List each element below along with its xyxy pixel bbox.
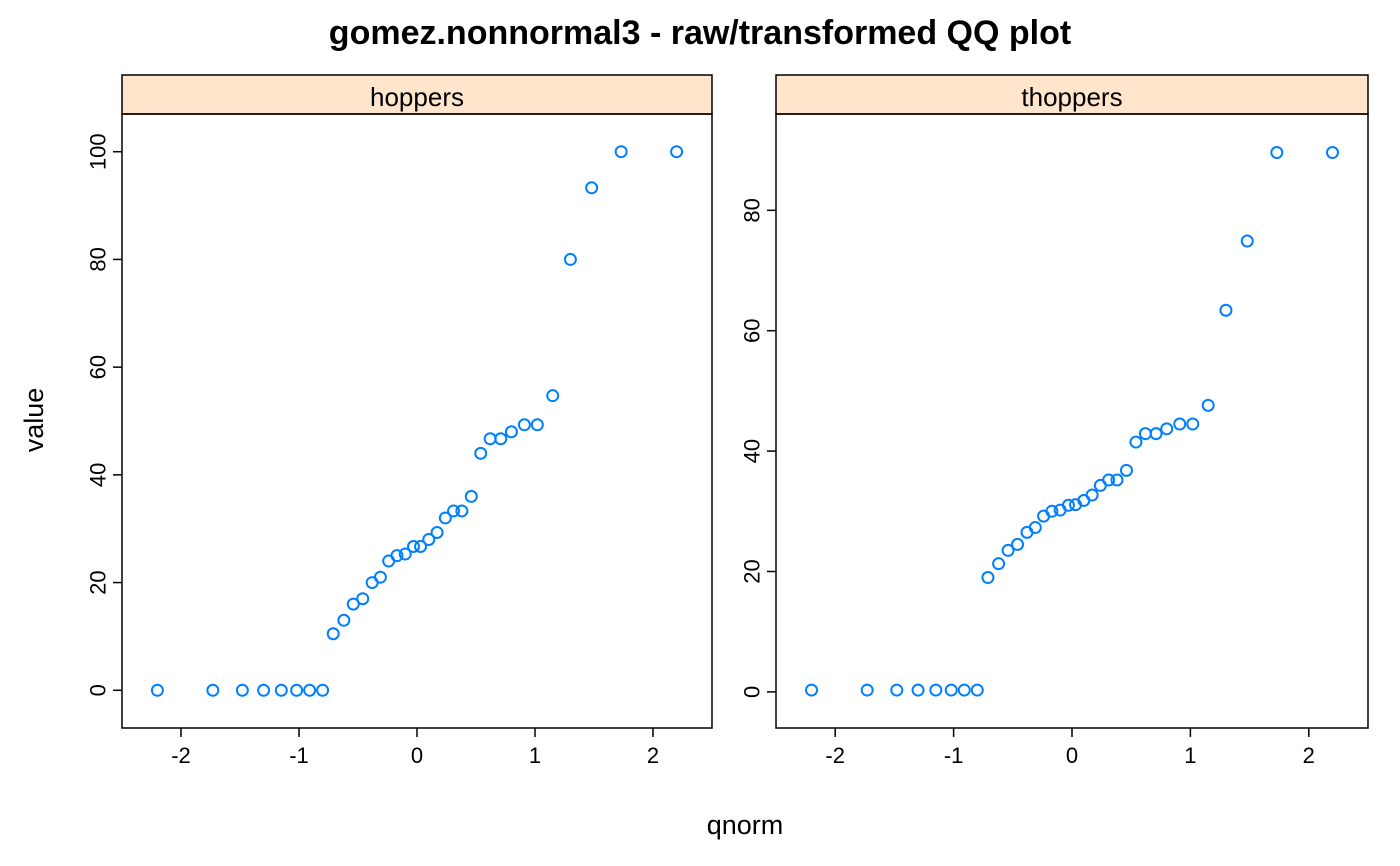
x-tick-label: -2	[825, 743, 845, 768]
data-point	[1149, 427, 1163, 441]
data-point	[970, 683, 984, 697]
strip-background	[121, 74, 713, 115]
data-point	[257, 683, 271, 697]
plot-frame	[121, 113, 713, 729]
y-axis-label: value	[19, 388, 49, 453]
strip-label: thoppers	[1021, 82, 1122, 112]
y-tick-label: 80	[740, 198, 765, 222]
data-point	[390, 549, 404, 563]
data-point	[406, 539, 420, 553]
data-point	[430, 525, 444, 539]
data-point	[1028, 521, 1042, 535]
chart-title: gomez.nonnormal3 - raw/transformed QQ pl…	[329, 14, 1071, 52]
y-tick-label: 0	[740, 686, 765, 698]
data-point	[563, 252, 577, 266]
data-point	[464, 489, 478, 503]
x-tick-label: 2	[647, 743, 659, 768]
data-point	[422, 532, 436, 546]
data-point	[957, 683, 971, 697]
data-point	[1160, 422, 1174, 436]
x-tick-label: 2	[1303, 743, 1315, 768]
data-point	[438, 511, 452, 525]
data-point	[235, 683, 249, 697]
data-point	[670, 145, 684, 159]
data-point	[206, 683, 220, 697]
x-tick-label: -2	[171, 743, 191, 768]
data-point	[303, 683, 317, 697]
data-point	[316, 683, 330, 697]
data-point	[1270, 146, 1284, 160]
data-point	[326, 627, 340, 641]
x-tick-label: -1	[944, 743, 964, 768]
y-tick-label: 60	[740, 318, 765, 342]
x-tick-label: 0	[411, 743, 423, 768]
data-point	[346, 597, 360, 611]
strip-background	[775, 74, 1369, 115]
x-tick-label: -1	[289, 743, 309, 768]
data-point	[1001, 543, 1015, 557]
data-point	[1061, 498, 1075, 512]
data-point	[585, 181, 599, 195]
data-point	[944, 683, 958, 697]
x-axis-label: qnorm	[707, 810, 784, 840]
data-point	[1129, 435, 1143, 449]
data-point	[981, 571, 995, 585]
data-point	[1240, 234, 1254, 248]
data-point	[1085, 488, 1099, 502]
data-point	[356, 592, 370, 606]
strip-label: hoppers	[370, 82, 464, 112]
data-point	[1186, 417, 1200, 431]
data-point	[483, 432, 497, 446]
data-point	[1011, 537, 1025, 551]
data-point	[290, 683, 304, 697]
data-point	[1110, 473, 1124, 487]
data-point	[474, 446, 488, 460]
data-point	[1219, 303, 1233, 317]
data-point	[860, 683, 874, 697]
data-point	[517, 418, 531, 432]
y-tick-label: 80	[86, 247, 111, 271]
data-point	[911, 683, 925, 697]
plot-frame	[775, 113, 1369, 729]
data-point	[1119, 463, 1133, 477]
data-point	[1045, 504, 1059, 518]
data-point	[398, 547, 412, 561]
data-point	[455, 504, 469, 518]
y-tick-label: 60	[86, 355, 111, 379]
y-tick-label: 20	[86, 570, 111, 594]
data-point	[1173, 417, 1187, 431]
data-point	[530, 418, 544, 432]
data-point	[1201, 398, 1215, 412]
y-tick-label: 0	[86, 684, 111, 696]
y-tick-label: 20	[740, 559, 765, 583]
data-point	[992, 557, 1006, 571]
data-point	[373, 570, 387, 584]
x-tick-label: 1	[1184, 743, 1196, 768]
y-tick-label: 100	[86, 133, 111, 170]
data-point	[447, 504, 461, 518]
data-point	[614, 145, 628, 159]
data-point	[1102, 473, 1116, 487]
data-point	[504, 425, 518, 439]
data-point	[150, 683, 164, 697]
data-point	[337, 613, 351, 627]
data-point	[274, 683, 288, 697]
data-point	[805, 683, 819, 697]
data-point	[494, 432, 508, 446]
x-tick-label: 0	[1066, 743, 1078, 768]
y-tick-label: 40	[86, 463, 111, 487]
data-point	[929, 683, 943, 697]
y-tick-label: 40	[740, 439, 765, 463]
data-point	[890, 683, 904, 697]
data-point	[546, 389, 560, 403]
data-point	[1138, 427, 1152, 441]
x-tick-label: 1	[529, 743, 541, 768]
data-point	[1325, 146, 1339, 160]
data-point	[414, 539, 428, 553]
